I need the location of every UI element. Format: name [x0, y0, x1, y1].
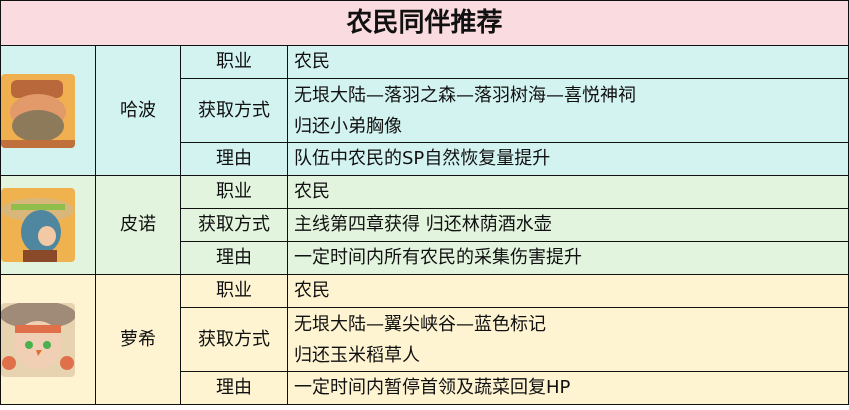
table-row: 皮诺 职业 农民 [0, 175, 849, 275]
job-value: 农民 [287, 45, 849, 79]
job-value: 农民 [287, 175, 849, 209]
table-row: 理由 一定时间内所有农民的采集伤害提升 [1, 241, 849, 275]
reason-value: 一定时间内暂停首领及蔬菜回复HP [287, 371, 849, 405]
habo-avatar [0, 45, 96, 176]
reason-label: 理由 [180, 142, 288, 176]
companion-name: 萝希 [95, 274, 181, 405]
reason-label: 理由 [180, 241, 288, 275]
obtain-line: 主线第四章获得 归还林荫酒水壶 [294, 214, 552, 235]
job-label: 职业 [180, 175, 288, 209]
obtain-value: 无垠大陆—翼尖峡谷—蓝色标记 归还玉米稻草人 [287, 307, 849, 372]
habo-portrait-image [1, 73, 75, 148]
companion-name: 哈波 [95, 45, 181, 176]
table-title: 农民同伴推荐 [0, 0, 849, 46]
table-row: 获取方式 无垠大陆—落羽之森—落羽树海—喜悦神祠 归还小弟胸像 [1, 78, 849, 143]
job-value: 农民 [287, 274, 849, 308]
job-label: 职业 [180, 45, 288, 79]
obtain-label: 获取方式 [180, 307, 288, 372]
table-row: 获取方式 无垠大陆—翼尖峡谷—蓝色标记 归还玉米稻草人 [1, 307, 849, 372]
obtain-label: 获取方式 [180, 78, 288, 143]
table-row: 萝希 职业 农民 [0, 274, 849, 405]
reason-label: 理由 [180, 371, 288, 405]
obtain-line: 无垠大陆—落羽之森—落羽树海—喜悦神祠 [294, 84, 636, 106]
pino-avatar [0, 175, 96, 275]
reason-value: 队伍中农民的SP自然恢复量提升 [287, 142, 849, 176]
table-row: 哈波 职业 农民 [0, 45, 849, 176]
roxi-avatar [0, 274, 96, 405]
obtain-label: 获取方式 [180, 208, 288, 242]
obtain-line: 无垠大陆—翼尖峡谷—蓝色标记 [294, 313, 546, 335]
roxi-portrait-image [1, 302, 75, 377]
reason-value: 一定时间内所有农民的采集伤害提升 [287, 241, 849, 275]
obtain-line: 归还小弟胸像 [294, 115, 402, 137]
companion-name: 皮诺 [95, 175, 181, 275]
job-label: 职业 [180, 274, 288, 308]
pino-portrait-image [1, 188, 75, 262]
table-row: 理由 一定时间内暂停首领及蔬菜回复HP [1, 371, 849, 405]
obtain-value: 无垠大陆—落羽之森—落羽树海—喜悦神祠 归还小弟胸像 [287, 78, 849, 143]
table-row: 获取方式 主线第四章获得 归还林荫酒水壶 [1, 208, 849, 242]
obtain-value: 主线第四章获得 归还林荫酒水壶 [287, 208, 849, 242]
obtain-line: 归还玉米稻草人 [294, 344, 420, 366]
